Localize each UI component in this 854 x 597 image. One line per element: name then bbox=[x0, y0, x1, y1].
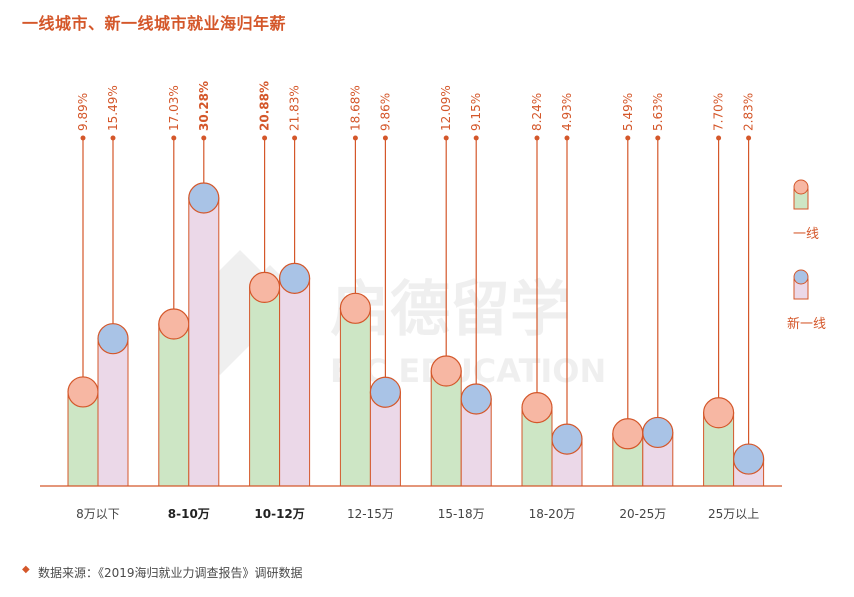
bar bbox=[369, 391, 401, 487]
data-label: 21.83% bbox=[288, 85, 302, 131]
leader-dot bbox=[110, 135, 116, 141]
leader-dot bbox=[201, 135, 207, 141]
leader-dot bbox=[382, 135, 388, 141]
x-tick-label: 8-10万 bbox=[168, 507, 210, 521]
bar bbox=[430, 370, 462, 487]
leader-dot bbox=[625, 135, 631, 141]
x-tick-label: 8万以下 bbox=[76, 507, 120, 521]
x-tick-label: 10-12万 bbox=[254, 507, 304, 521]
leader-dot bbox=[292, 135, 298, 141]
bar bbox=[279, 277, 311, 487]
leader-dot bbox=[473, 135, 479, 141]
data-label: 30.28% bbox=[197, 81, 211, 131]
data-label: 17.03% bbox=[167, 85, 181, 131]
x-tick-label: 18-20万 bbox=[529, 507, 576, 521]
legend: 一线 新一线 bbox=[787, 179, 826, 332]
leader-dot bbox=[534, 135, 540, 141]
leader-dot bbox=[746, 135, 752, 141]
leader-dot bbox=[262, 135, 268, 141]
legend-label-newtier1: 新一线 bbox=[787, 316, 826, 332]
legend-dot-newtier1 bbox=[793, 269, 809, 285]
leader-dot bbox=[80, 135, 86, 141]
data-label: 5.63% bbox=[651, 93, 665, 131]
data-label: 4.93% bbox=[560, 93, 574, 131]
bar-top-circle bbox=[732, 443, 765, 475]
bar bbox=[339, 307, 371, 487]
bar-top-circle bbox=[67, 376, 99, 408]
bar-top-circle bbox=[249, 271, 281, 304]
data-label: 7.70% bbox=[712, 93, 726, 131]
bar-top-circle bbox=[279, 262, 311, 294]
watermark-en: EIC EDUCATION bbox=[330, 352, 606, 390]
bar-top-circle bbox=[339, 292, 371, 324]
bar bbox=[249, 286, 281, 487]
bar-top-circle bbox=[612, 418, 644, 450]
bar bbox=[158, 323, 190, 487]
bar-top-circle bbox=[702, 397, 735, 429]
bar-top-circle bbox=[551, 423, 583, 455]
data-label: 20.88% bbox=[258, 81, 272, 131]
leader-dot bbox=[171, 135, 177, 141]
leader-dot bbox=[443, 135, 449, 141]
legend-item-newtier1: 新一线 bbox=[787, 269, 826, 332]
bars-layer: 9.89% 15.49% 17.03% 30.28% 20.88% 21.83% 18.68… bbox=[67, 81, 765, 487]
bar-top-circle bbox=[642, 416, 674, 449]
leader-dot bbox=[352, 135, 358, 141]
bar-top-circle bbox=[97, 323, 129, 355]
legend-label-tier1: 一线 bbox=[793, 227, 819, 242]
data-label: 15.49% bbox=[106, 85, 120, 131]
x-tick-label: 25万以上 bbox=[708, 507, 759, 521]
diamond-icon: ◆ bbox=[22, 564, 30, 575]
data-label: 9.86% bbox=[378, 93, 392, 131]
data-label: 5.49% bbox=[621, 93, 635, 131]
bar bbox=[188, 197, 220, 487]
bar-top-circle bbox=[369, 376, 401, 408]
bar bbox=[97, 338, 129, 487]
data-label: 9.15% bbox=[469, 93, 483, 131]
bar-top-circle bbox=[158, 308, 190, 340]
data-label: 8.24% bbox=[530, 93, 544, 131]
leader-dot bbox=[564, 135, 570, 141]
leader-dot bbox=[716, 135, 722, 141]
bar-top-circle bbox=[460, 383, 492, 415]
bar-top-circle bbox=[521, 392, 553, 424]
data-label: 18.68% bbox=[348, 85, 362, 131]
data-source-note: 数据来源：《2019海归就业力调查报告》调研数据 bbox=[38, 566, 303, 580]
data-label: 2.83% bbox=[742, 93, 756, 131]
data-label: 12.09% bbox=[439, 85, 453, 131]
bar-top-circle bbox=[430, 355, 462, 387]
data-label: 9.89% bbox=[76, 93, 90, 131]
leader-dot bbox=[655, 135, 661, 141]
legend-dot-tier1 bbox=[793, 179, 809, 195]
x-axis-ticks: 8万以下 8-10万 10-12万 12-15万 15-18万 18-20万 20-25万 2… bbox=[76, 507, 759, 521]
x-tick-label: 15-18万 bbox=[438, 507, 485, 521]
x-tick-label: 12-15万 bbox=[347, 507, 394, 521]
chart-title: 一线城市、新一线城市就业海归年薪 bbox=[22, 14, 287, 33]
bar-top-circle bbox=[188, 182, 220, 214]
legend-item-tier1: 一线 bbox=[793, 179, 819, 242]
x-tick-label: 20-25万 bbox=[619, 507, 666, 521]
